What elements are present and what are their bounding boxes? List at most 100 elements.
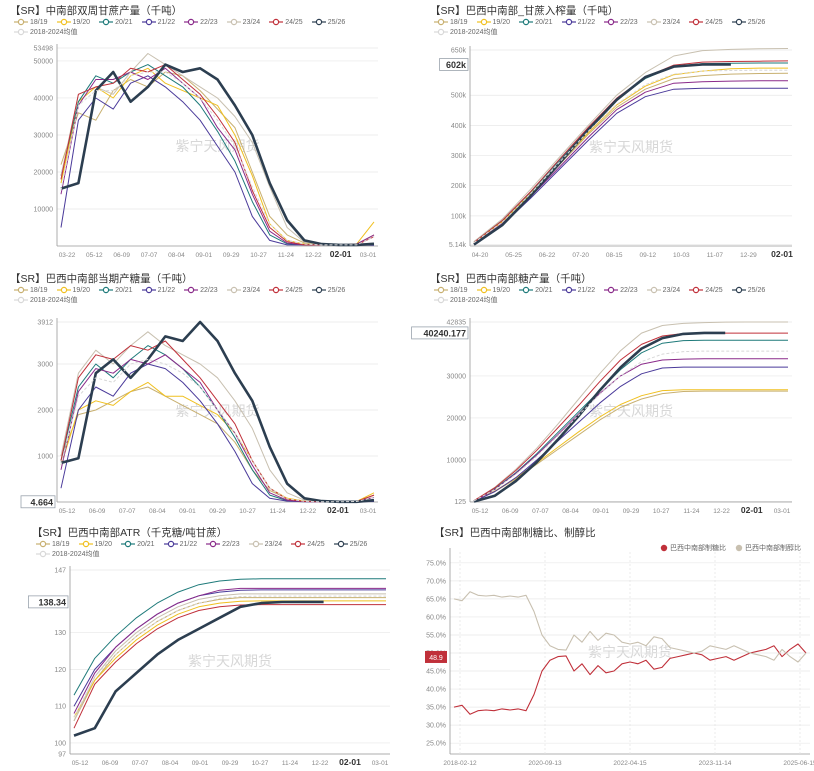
legend-item[interactable]: 24/25 xyxy=(269,18,303,28)
legend-item[interactable]: 18/19 xyxy=(36,540,70,550)
series-line[interactable] xyxy=(473,332,788,502)
chart-legend[interactable]: 18/19 19/20 20/21 21/22 22/23 23/24 24/25 25/26… xyxy=(14,18,396,38)
legend-item[interactable]: 21/22 xyxy=(163,540,197,550)
series-line[interactable] xyxy=(473,87,788,245)
chart-legend[interactable]: 18/19 19/20 20/21 21/22 22/23 23/24 24/25 25/26… xyxy=(14,286,396,306)
legend-item[interactable]: 19/20 xyxy=(476,18,510,28)
x-tick-label: 11-24 xyxy=(278,252,295,259)
legend-item[interactable]: 21/22 xyxy=(561,286,595,296)
legend-item[interactable]: 19/20 xyxy=(476,286,510,296)
legend-item[interactable]: 23/24 xyxy=(226,18,260,28)
legend-item[interactable]: 25/26 xyxy=(311,18,346,28)
legend-item[interactable]: 2018-2024均值 xyxy=(434,28,497,38)
series-line[interactable] xyxy=(60,75,375,246)
series-line[interactable] xyxy=(473,331,726,503)
series-line[interactable] xyxy=(60,63,375,247)
legend-item[interactable]: 2018-2024均值 xyxy=(434,296,497,306)
series-line[interactable] xyxy=(60,71,375,246)
legend-item[interactable]: 23/24 xyxy=(248,540,282,550)
chart-legend[interactable]: 18/19 19/20 20/21 21/22 22/23 23/24 24/25 25/26… xyxy=(434,18,814,38)
last-value-box xyxy=(20,495,56,509)
legend-item[interactable]: 20/21 xyxy=(519,286,553,296)
legend-item[interactable]: 20/21 xyxy=(99,286,133,296)
legend-item[interactable]: 20/21 xyxy=(519,18,553,28)
legend-label: 2018-2024均值 xyxy=(30,297,78,304)
series-line[interactable] xyxy=(73,589,386,707)
legend-item[interactable]: 18/19 xyxy=(434,286,468,296)
y-tick-label: 10000 xyxy=(34,206,54,213)
legend-item[interactable]: 20/21 xyxy=(99,18,133,28)
series-line[interactable] xyxy=(473,339,788,502)
series-line[interactable] xyxy=(60,363,375,503)
legend-item[interactable]: 24/25 xyxy=(269,286,303,296)
legend-item[interactable]: 22/23 xyxy=(206,540,240,550)
legend-item[interactable]: 23/24 xyxy=(646,286,680,296)
x-tick-label: 12-29 xyxy=(740,252,757,259)
legend-item[interactable]: 24/25 xyxy=(689,286,723,296)
series-line[interactable] xyxy=(73,593,386,722)
legend-item[interactable]: 巴西中南部制醇比 xyxy=(735,544,801,554)
series-line[interactable] xyxy=(453,643,807,715)
chart-legend[interactable]: 巴西中南部制糖比 巴西中南部制醇比 xyxy=(660,544,810,554)
series-line[interactable] xyxy=(473,67,788,243)
legend-label: 19/20 xyxy=(94,541,113,548)
chart-legend[interactable]: 18/19 19/20 20/21 21/22 22/23 23/24 24/25 25/26… xyxy=(36,540,406,560)
legend-item[interactable]: 24/25 xyxy=(689,18,723,28)
series-line[interactable] xyxy=(473,69,788,244)
series-line[interactable] xyxy=(473,358,788,502)
series-line[interactable] xyxy=(473,366,788,502)
legend-item[interactable]: 25/26 xyxy=(311,286,345,296)
series-line[interactable] xyxy=(473,48,789,242)
series-line[interactable] xyxy=(73,600,386,718)
legend-item[interactable]: 22/23 xyxy=(604,286,638,296)
legend-item[interactable]: 20/21 xyxy=(121,540,155,550)
legend-item[interactable]: 23/24 xyxy=(646,18,680,28)
series-line[interactable] xyxy=(60,67,375,246)
series-line[interactable] xyxy=(73,597,386,722)
x-tick-label: 03-01 xyxy=(372,760,389,767)
legend-item[interactable]: 19/20 xyxy=(56,18,90,28)
legend-item[interactable]: 24/25 xyxy=(291,540,325,550)
series-line[interactable] xyxy=(473,72,789,244)
series-line[interactable] xyxy=(73,600,324,737)
legend-item[interactable]: 23/24 xyxy=(226,286,260,296)
legend-item[interactable]: 18/19 xyxy=(14,286,48,296)
chart-legend[interactable]: 18/19 19/20 20/21 21/22 22/23 23/24 24/25 25/26… xyxy=(434,286,814,306)
legend-item[interactable]: 21/22 xyxy=(141,18,175,28)
legend-item[interactable]: 21/22 xyxy=(141,286,175,296)
legend-item[interactable]: 22/23 xyxy=(604,18,638,28)
x-tick-label: 09-01 xyxy=(192,760,209,767)
legend-item[interactable]: 2018-2024均值 xyxy=(14,296,77,306)
legend-item[interactable]: 2018-2024均值 xyxy=(14,28,77,38)
legend-item[interactable]: 19/20 xyxy=(78,540,113,550)
series-line[interactable] xyxy=(60,320,375,504)
series-line[interactable] xyxy=(453,591,807,663)
legend-item[interactable]: 19/20 xyxy=(56,286,90,296)
legend-item[interactable]: 2018-2024均值 xyxy=(36,550,99,560)
legend-label: 18/19 xyxy=(450,19,468,26)
series-line[interactable] xyxy=(73,578,386,696)
legend-item[interactable]: 25/26 xyxy=(333,540,367,550)
series-line[interactable] xyxy=(473,63,731,246)
legend-item[interactable]: 18/19 xyxy=(14,18,48,28)
legend-item[interactable]: 25/26 xyxy=(731,286,765,296)
legend-item[interactable]: 巴西中南部制糖比 xyxy=(660,544,726,554)
series-line[interactable] xyxy=(473,350,788,502)
series-line[interactable] xyxy=(73,604,386,729)
legend-item[interactable]: 21/22 xyxy=(561,18,595,28)
legend-label: 20/21 xyxy=(535,287,553,294)
legend-marker-icon xyxy=(476,18,491,26)
x-tick-label: 06-09 xyxy=(102,760,119,767)
legend-item[interactable]: 18/19 xyxy=(434,18,468,28)
legend-item[interactable]: 22/23 xyxy=(184,286,218,296)
series-line[interactable] xyxy=(60,358,375,503)
legend-item[interactable]: 22/23 xyxy=(184,18,218,28)
series-line[interactable] xyxy=(60,354,375,503)
series-line[interactable] xyxy=(473,321,788,502)
legend-item[interactable]: 25/26 xyxy=(731,18,765,28)
series-line[interactable] xyxy=(73,595,386,718)
legend-label: 25/26 xyxy=(327,19,346,26)
series-line[interactable] xyxy=(73,587,386,714)
legend-label: 22/23 xyxy=(620,19,638,26)
legend-marker-icon xyxy=(604,18,619,26)
